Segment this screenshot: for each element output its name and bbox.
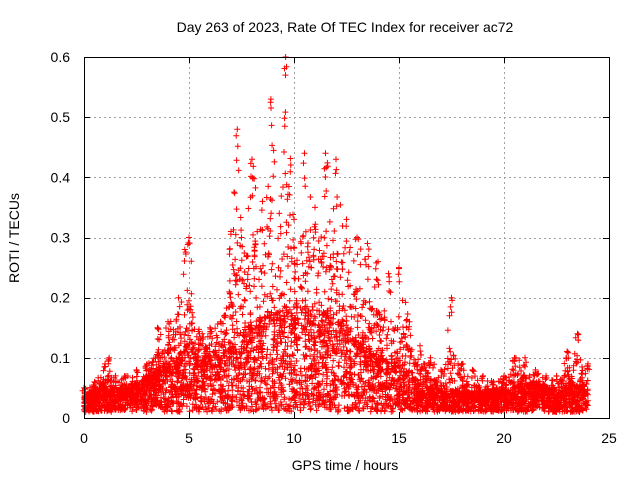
axis-ticks: 0 5 10 15 20 25 0 0.1 0.2 0.3 0.4 0.5 0.6 [51,49,617,446]
y-tick-label: 0.6 [51,49,71,65]
x-axis-label: GPS time / hours [292,457,399,473]
chart-title: Day 263 of 2023, Rate Of TEC Index for r… [177,19,514,35]
x-tick-label: 10 [286,430,302,446]
y-tick-label: 0.2 [51,290,71,306]
y-tick-label: 0.5 [51,109,71,125]
x-tick-label: 0 [80,430,88,446]
scatter-markers [79,54,593,415]
x-tick-label: 20 [496,430,512,446]
x-tick-label: 25 [601,430,617,446]
x-tick-label: 15 [391,430,407,446]
y-tick-label: 0 [62,410,70,426]
x-tick-label: 5 [185,430,193,446]
y-tick-label: 0.4 [51,169,71,185]
y-tick-label: 0.3 [51,230,71,246]
y-axis-label: ROTI / TECUs [6,193,22,283]
y-tick-label: 0.1 [51,350,71,366]
data-points [79,54,593,415]
